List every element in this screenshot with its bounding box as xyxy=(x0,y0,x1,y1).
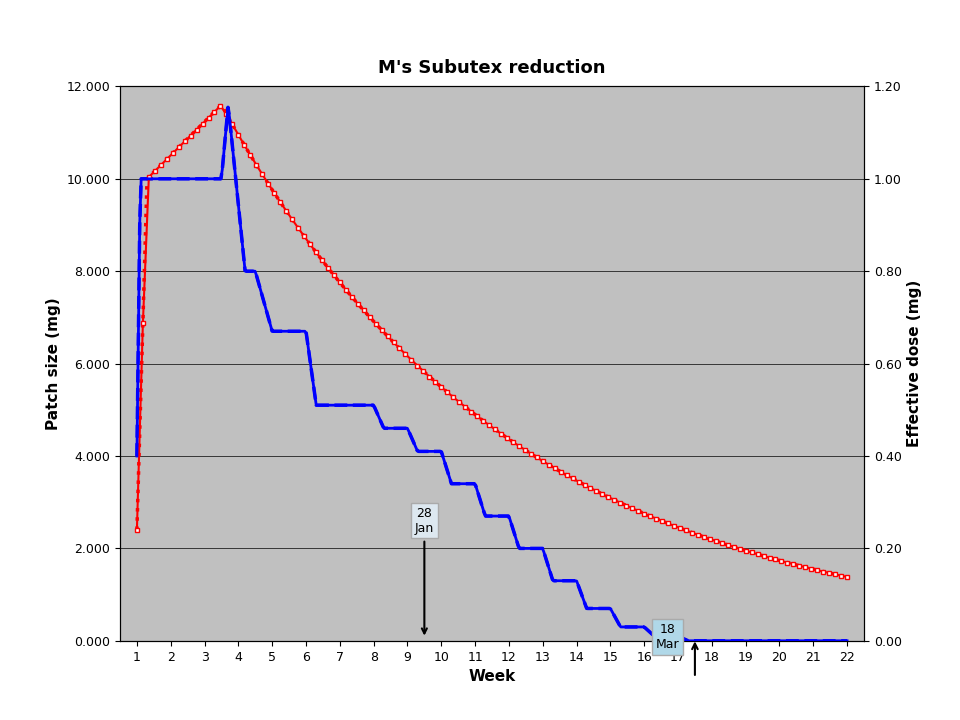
Y-axis label: Effective dose (mg): Effective dose (mg) xyxy=(907,280,923,447)
Text: 18
Mar: 18 Mar xyxy=(656,623,679,651)
Title: M's Subutex reduction: M's Subutex reduction xyxy=(378,58,606,76)
X-axis label: Week: Week xyxy=(468,669,516,684)
Text: 28
Jan: 28 Jan xyxy=(415,507,434,634)
Y-axis label: Patch size (mg): Patch size (mg) xyxy=(46,297,60,430)
